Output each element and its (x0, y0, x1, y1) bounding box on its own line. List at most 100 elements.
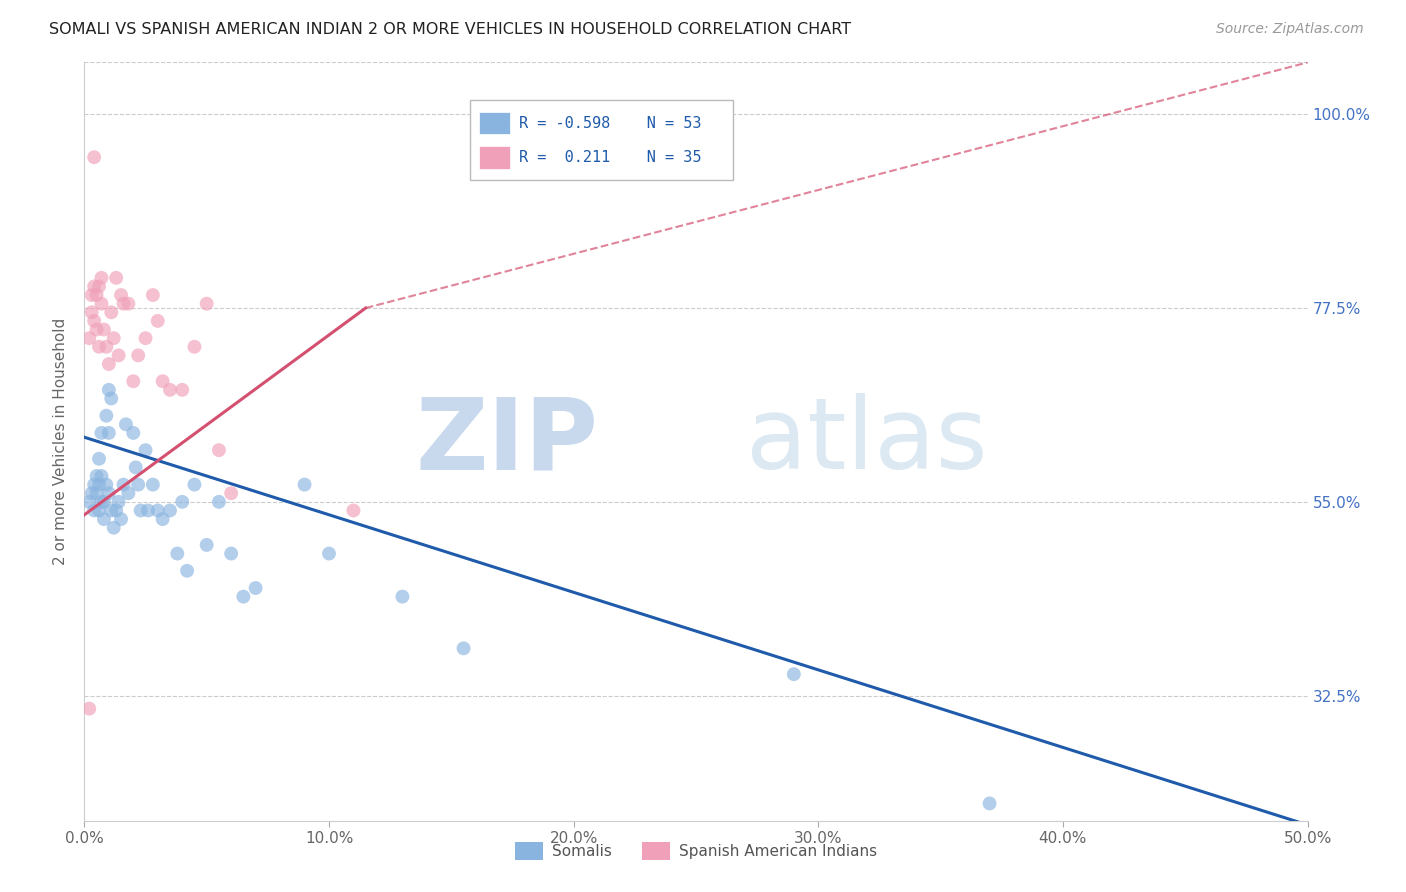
Point (93, 322, 115, 336)
FancyBboxPatch shape (479, 112, 510, 135)
Point (152, 374, 174, 388)
Point (245, 581, 267, 595)
Point (97, 383, 120, 397)
Point (127, 477, 149, 491)
Point (232, 590, 254, 604)
Text: R = -0.598    N = 53: R = -0.598 N = 53 (519, 116, 702, 130)
Point (96, 477, 118, 491)
Point (90, 270, 112, 285)
Point (90, 296, 112, 310)
Point (117, 296, 139, 310)
Point (93, 512, 115, 526)
Point (83, 477, 105, 491)
Point (142, 477, 165, 491)
Point (453, 641, 475, 656)
Point (159, 383, 181, 397)
Point (783, 667, 806, 681)
Point (112, 296, 135, 310)
Point (176, 564, 198, 578)
Point (115, 417, 138, 432)
Point (90, 495, 112, 509)
Point (87, 451, 110, 466)
Point (117, 486, 139, 500)
Point (125, 460, 148, 475)
Point (100, 392, 122, 406)
Point (80, 288, 103, 302)
Point (90, 469, 112, 483)
Point (90, 425, 112, 440)
Point (110, 512, 132, 526)
Point (97, 486, 120, 500)
Point (195, 538, 218, 552)
Point (105, 503, 128, 517)
Point (112, 477, 135, 491)
FancyBboxPatch shape (479, 145, 510, 169)
Text: ZIP: ZIP (415, 393, 598, 490)
Point (80, 305, 103, 319)
Point (219, 547, 242, 561)
Point (100, 305, 122, 319)
Point (183, 340, 205, 354)
Point (195, 296, 218, 310)
Point (122, 374, 145, 388)
Point (183, 477, 205, 491)
Point (146, 314, 169, 328)
Point (97, 425, 120, 440)
Point (135, 443, 157, 458)
Text: SOMALI VS SPANISH AMERICAN INDIAN 2 OR MORE VEHICLES IN HOUSEHOLD CORRELATION CH: SOMALI VS SPANISH AMERICAN INDIAN 2 OR M… (49, 22, 852, 37)
Point (107, 348, 129, 362)
Point (107, 495, 129, 509)
Point (135, 331, 157, 345)
Point (146, 503, 169, 517)
Point (83, 314, 105, 328)
Point (110, 288, 132, 302)
Point (103, 521, 125, 535)
Text: Source: ZipAtlas.com: Source: ZipAtlas.com (1216, 22, 1364, 37)
Point (127, 348, 149, 362)
Point (100, 503, 122, 517)
Point (97, 357, 120, 371)
Point (208, 443, 231, 458)
Point (142, 288, 165, 302)
Point (105, 270, 128, 285)
Point (87, 340, 110, 354)
Point (219, 486, 242, 500)
Point (979, 797, 1001, 811)
Point (122, 425, 145, 440)
Point (172, 495, 194, 509)
Point (83, 503, 105, 517)
Point (83, 150, 105, 164)
Text: R =  0.211    N = 35: R = 0.211 N = 35 (519, 150, 702, 165)
Point (86, 469, 108, 483)
Point (87, 279, 110, 293)
Point (159, 503, 181, 517)
Point (136, 503, 159, 517)
Point (103, 331, 125, 345)
Point (152, 512, 174, 526)
Point (77, 701, 100, 715)
Point (96, 340, 118, 354)
Point (93, 495, 115, 509)
Point (96, 409, 118, 423)
Point (172, 383, 194, 397)
Point (87, 477, 110, 491)
Legend: Somalis, Spanish American Indians: Somalis, Spanish American Indians (509, 836, 883, 866)
Point (166, 547, 188, 561)
Point (129, 503, 152, 517)
Point (294, 477, 316, 491)
Point (80, 486, 103, 500)
Point (86, 288, 108, 302)
Text: atlas: atlas (747, 393, 988, 490)
Point (77, 495, 100, 509)
Point (391, 590, 413, 604)
Point (77, 331, 100, 345)
Point (86, 322, 108, 336)
Point (208, 495, 231, 509)
Point (86, 486, 108, 500)
Y-axis label: 2 or more Vehicles in Household: 2 or more Vehicles in Household (53, 318, 69, 566)
FancyBboxPatch shape (470, 101, 733, 180)
Point (318, 547, 340, 561)
Point (342, 503, 364, 517)
Point (83, 279, 105, 293)
Point (87, 503, 110, 517)
